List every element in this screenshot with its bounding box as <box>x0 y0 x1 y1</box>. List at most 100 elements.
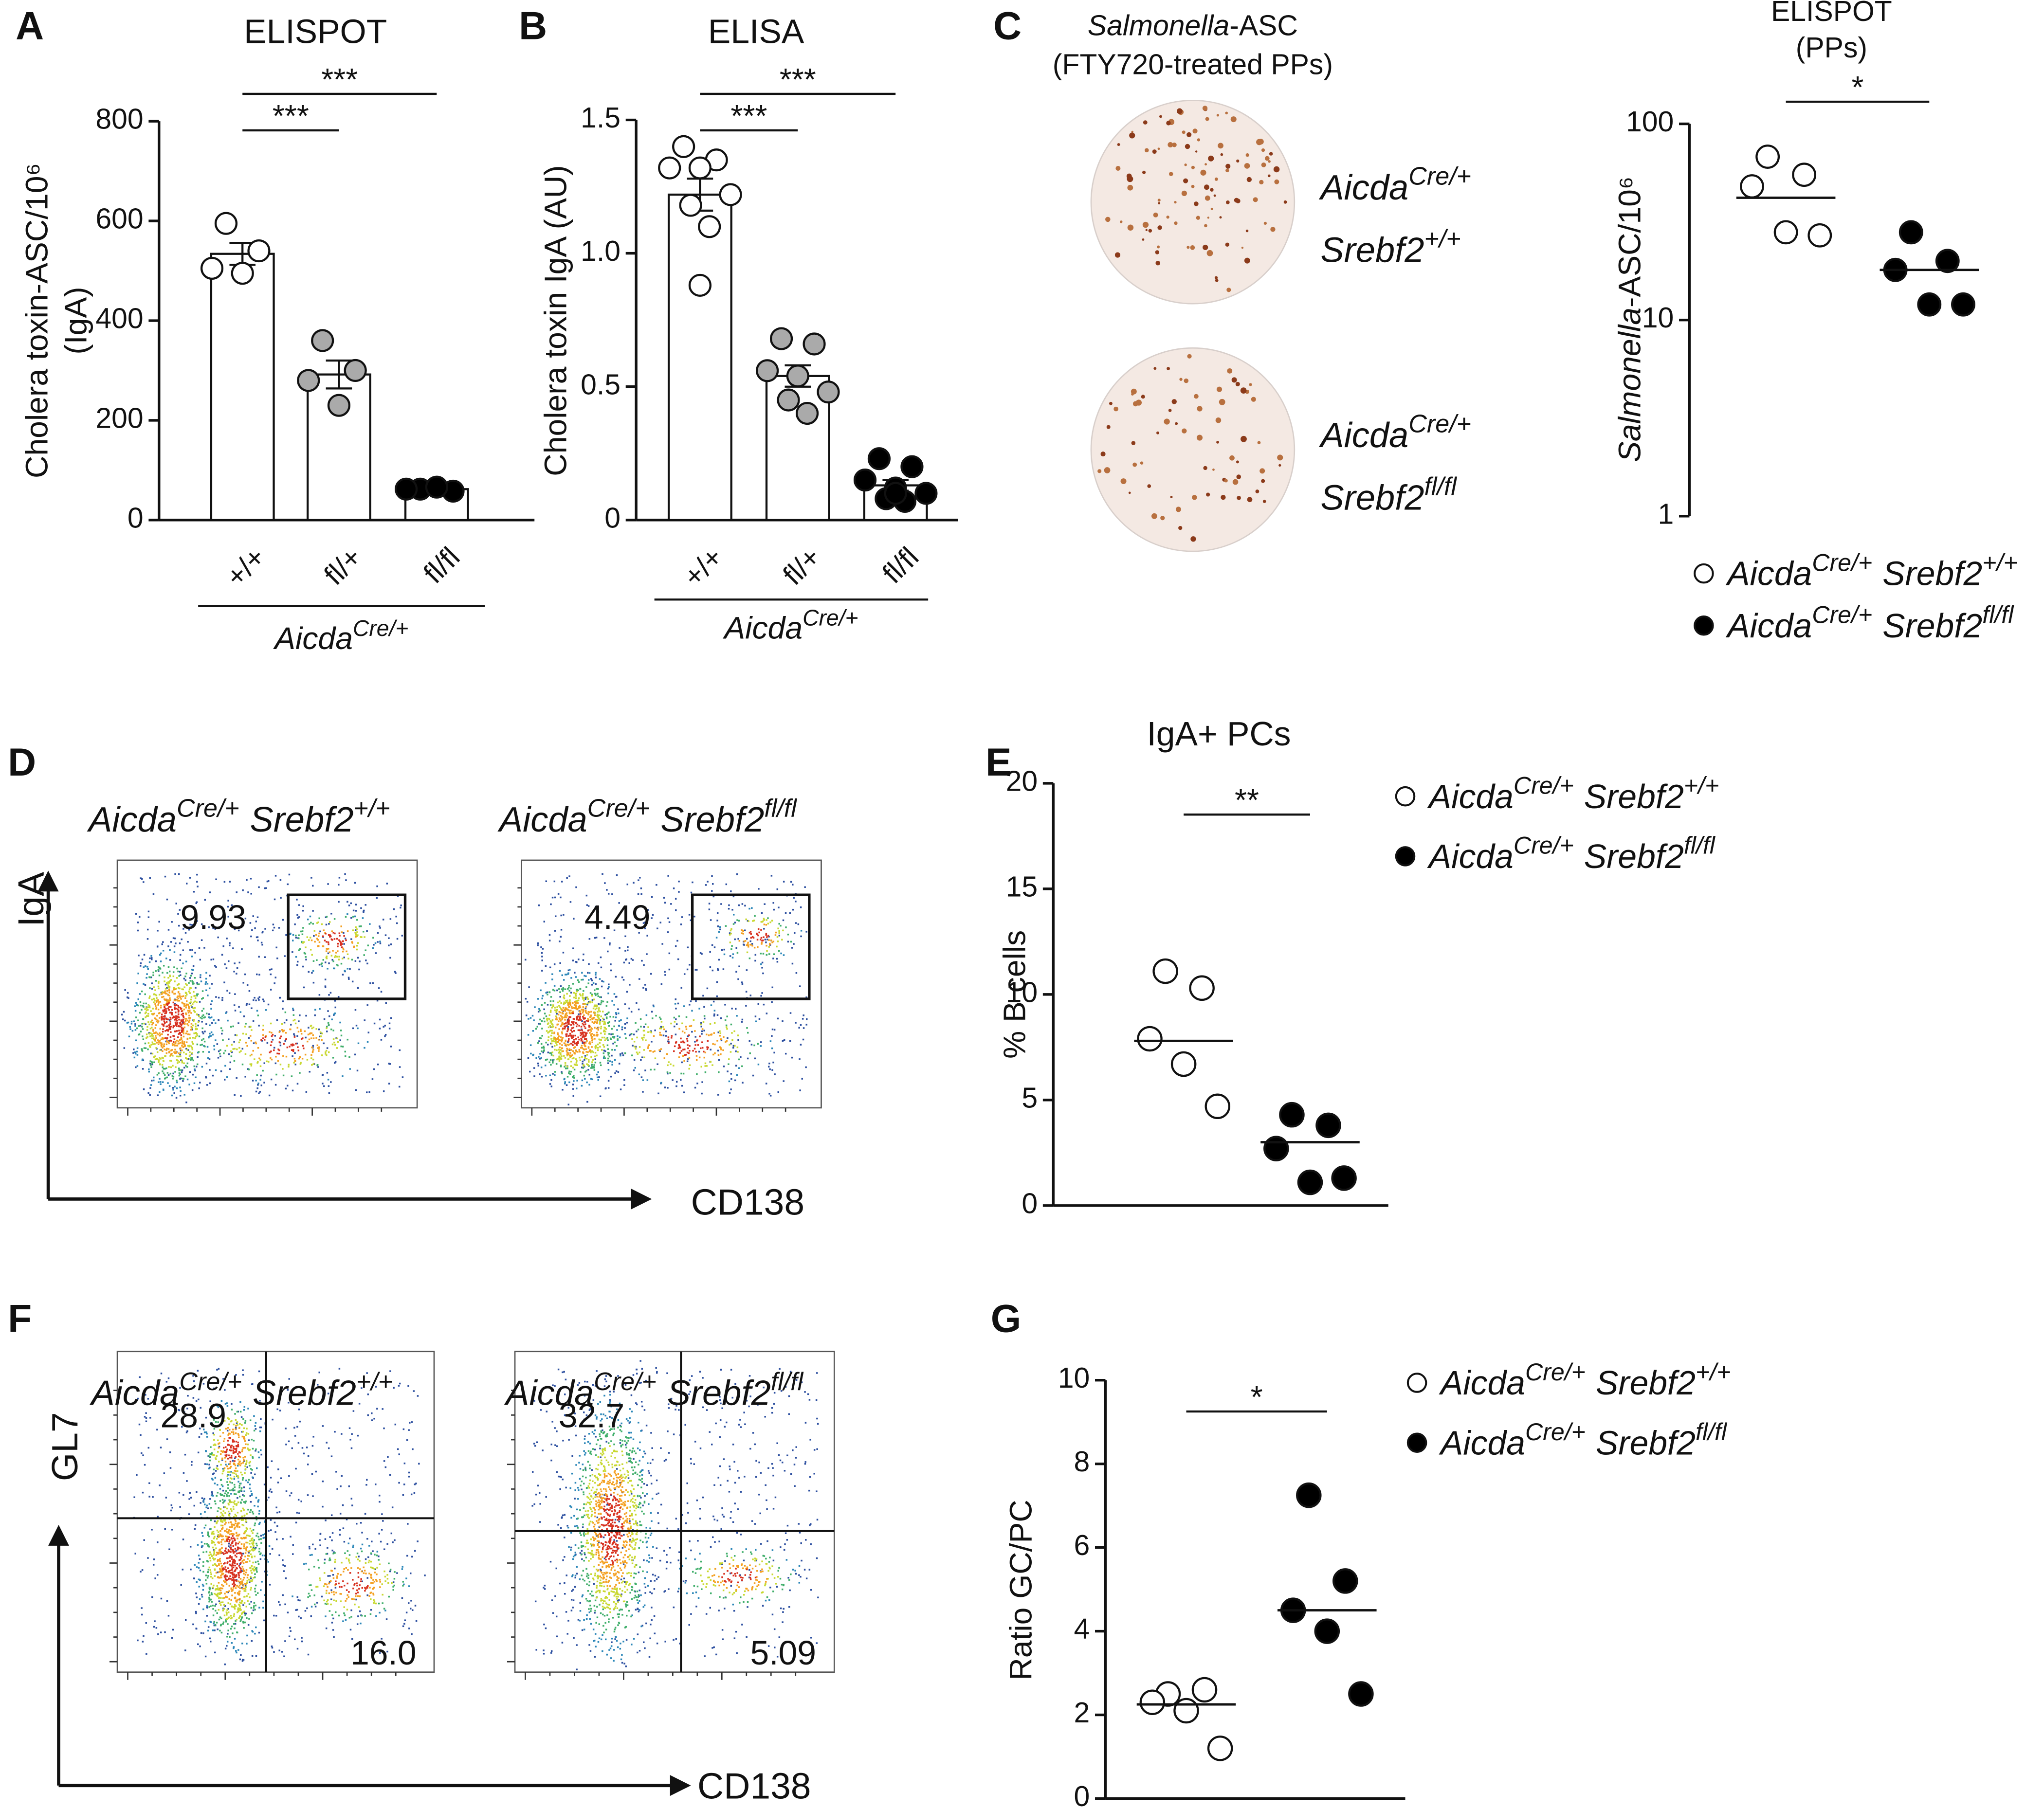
flow-event <box>551 1046 553 1048</box>
flow-event <box>582 1031 584 1033</box>
flow-event <box>270 989 272 991</box>
flow-event <box>173 999 176 1001</box>
flow-event <box>204 1463 206 1465</box>
flow-event <box>567 1041 569 1043</box>
flow-event <box>166 982 169 985</box>
flow-event <box>324 940 326 941</box>
well-spot <box>1249 383 1252 386</box>
flow-event <box>610 1038 612 1040</box>
flow-event <box>735 971 737 973</box>
flow-event <box>587 1002 589 1004</box>
flow-event <box>258 1370 260 1373</box>
flow-event <box>148 1006 151 1009</box>
flow-event <box>758 888 760 890</box>
flow-event <box>751 944 753 947</box>
flow-event <box>156 1020 158 1023</box>
flow-event <box>353 945 355 948</box>
flow-event <box>558 1020 560 1022</box>
flow-event <box>541 997 543 999</box>
flow-event <box>354 929 357 931</box>
flow-event <box>169 1016 171 1019</box>
flow-event <box>148 1482 150 1484</box>
flow-event <box>384 1025 386 1027</box>
flow-event <box>680 1072 682 1075</box>
flow-event <box>209 1459 211 1462</box>
flow-event <box>245 1023 247 1025</box>
flow-event <box>567 1004 569 1006</box>
flow-event <box>748 932 751 934</box>
flow-event <box>301 941 303 943</box>
flow-event <box>384 1035 386 1037</box>
flow-event <box>283 1030 285 1031</box>
flow-event <box>682 1040 684 1043</box>
flow-event <box>275 946 277 949</box>
flow-event <box>206 1577 209 1579</box>
flow-event <box>717 969 719 971</box>
flow-event <box>212 1629 214 1631</box>
flow-event <box>580 1037 582 1040</box>
flow-event <box>686 1038 688 1040</box>
flow-event <box>591 1064 593 1066</box>
flow-event <box>206 1607 208 1609</box>
flow-event <box>278 1511 281 1513</box>
flow-event <box>217 1406 219 1409</box>
flow-event <box>629 1033 632 1035</box>
flow-event <box>388 1595 390 1598</box>
flow-event <box>304 1610 307 1612</box>
flow-event <box>177 1062 179 1064</box>
flow-event <box>678 1044 680 1046</box>
flow-event <box>276 1019 278 1021</box>
flow-event <box>294 1022 297 1025</box>
flow-event <box>181 1062 183 1064</box>
flow-event <box>137 929 139 932</box>
well-spot <box>1184 163 1187 166</box>
flow-event <box>212 1425 214 1427</box>
flow-event <box>374 1568 377 1571</box>
flow-event <box>320 1032 322 1034</box>
flow-event <box>379 942 382 944</box>
flow-event <box>772 1061 774 1064</box>
flow-event <box>252 1513 255 1515</box>
flow-event <box>208 1051 210 1053</box>
flow-event <box>134 1010 137 1012</box>
well-spot <box>1220 153 1223 156</box>
flow-event <box>227 1484 229 1486</box>
flow-event <box>361 1387 363 1389</box>
flow-event <box>579 1017 581 1019</box>
flow-event <box>184 1018 186 1020</box>
flow-event <box>258 1551 260 1553</box>
flow-event <box>177 997 180 1000</box>
flow-event <box>677 958 679 960</box>
flow-event <box>190 1029 192 1031</box>
flow-event <box>725 1041 727 1043</box>
flow-event <box>318 994 321 996</box>
flow-event <box>541 970 543 972</box>
flow-event <box>550 996 552 998</box>
flow-event <box>566 1014 568 1017</box>
flow-event <box>156 1574 159 1576</box>
flow-event <box>558 1005 560 1007</box>
flow-event <box>215 966 217 968</box>
flow-event <box>551 1026 553 1029</box>
flow-event <box>341 931 343 933</box>
flow-event <box>146 928 149 931</box>
flow-event <box>154 994 157 996</box>
flow-event <box>302 909 304 912</box>
flow-event <box>566 993 568 995</box>
flow-event <box>600 1001 602 1004</box>
flow-event <box>196 1001 198 1003</box>
flow-event <box>240 1490 243 1492</box>
flow-event <box>536 1026 538 1028</box>
flow-event <box>584 998 586 1000</box>
flow-event <box>767 1066 770 1068</box>
flow-event <box>256 1542 257 1545</box>
flow-event <box>572 1050 574 1052</box>
flow-event <box>710 1004 712 1006</box>
flow-event <box>403 1623 405 1625</box>
flow-event <box>590 977 592 980</box>
flow-event <box>732 1047 734 1049</box>
flow-event <box>549 1059 552 1061</box>
flow-event <box>339 935 341 937</box>
flow-event <box>549 1004 552 1006</box>
